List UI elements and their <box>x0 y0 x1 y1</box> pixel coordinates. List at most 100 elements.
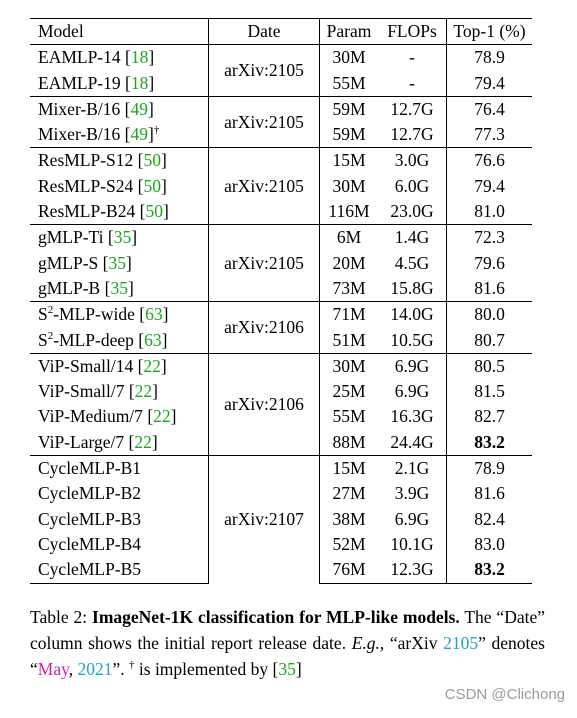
flops-cell: 12.7G <box>378 122 447 148</box>
model-name: CycleMLP-B3 <box>38 508 142 529</box>
citation-link[interactable]: 18 <box>130 72 149 93</box>
citation-link[interactable]: 49 <box>130 124 148 145</box>
citation-bracket: ] <box>148 47 155 68</box>
citation-link[interactable]: 63 <box>145 304 163 325</box>
table-row: ViP-Large/7 [22] 88M 24.4G 83.2 <box>30 429 532 456</box>
param-cell: 51M <box>332 329 366 350</box>
table-row: CycleMLP-B2 27M 3.9G 81.6 <box>30 481 532 507</box>
param-cell: 55M <box>332 406 366 427</box>
citation-bracket: [ <box>102 252 109 273</box>
citation-link[interactable]: 35 <box>108 252 127 273</box>
flops-cell: 14.0G <box>378 301 447 328</box>
model-cell: ViP-Small/7 [22] <box>30 379 209 405</box>
table-row: ResMLP-S12 [50] arXiv:2105 15M 3.0G 76.6 <box>30 147 532 225</box>
citation-bracket: ] <box>147 98 154 119</box>
model-cell: EAMLP-14 [18] <box>30 44 209 71</box>
model-cell: gMLP-Ti [35] <box>30 224 209 251</box>
model-name: ResMLP-S12 <box>38 150 134 171</box>
model-cell: ViP-Large/7 [22] <box>30 429 209 456</box>
citation-link[interactable]: 50 <box>143 150 162 171</box>
caption-text: , “arXiv <box>379 633 444 653</box>
caption-dagger: † <box>129 659 135 672</box>
citation-bracket: ] <box>147 124 154 145</box>
table-row: CycleMLP-B3 38M 6.9G 82.4 <box>30 506 532 532</box>
citation-link[interactable]: 22 <box>134 431 152 452</box>
model-cell: CycleMLP-B3 <box>30 506 209 532</box>
citation-link[interactable]: 22 <box>134 381 153 402</box>
top1-cell: 82.7 <box>474 406 505 427</box>
top1-cell: 79.4 <box>474 72 505 93</box>
flops-cell: 6.9G <box>378 506 447 532</box>
param-cell: 71M <box>319 301 378 328</box>
citation-link[interactable]: 22 <box>153 406 171 427</box>
table-row: EAMLP-14 [18] arXiv:2105 30M -78.9 <box>30 44 532 97</box>
citation-link[interactable]: 18 <box>130 47 149 68</box>
citation-bracket: ] <box>161 329 168 350</box>
table-row: ResMLP-S24 [50] 30M 6.0G 79.4 <box>30 173 532 200</box>
citation-link[interactable]: 50 <box>143 175 162 196</box>
date-cell: arXiv:2105 <box>208 147 320 225</box>
param-cell: 59M <box>332 124 366 145</box>
model-name: CycleMLP-B2 <box>38 483 142 504</box>
citation-link[interactable]: 63 <box>144 329 162 350</box>
citation-bracket: ] <box>161 175 167 196</box>
model-name: Mixer-B/16 <box>38 98 121 119</box>
table-row: ViP-Medium/7 [22] 55M 16.3G 82.7 <box>30 404 532 430</box>
table-row: CycleMLP-B4 52M 10.1G 83.0 <box>30 531 532 558</box>
param-cell: 52M <box>332 533 366 554</box>
table-row: S2-MLP-deep [63] 51M 10.5G 80.7 <box>30 327 532 354</box>
citation-bracket: ] <box>127 277 134 298</box>
flops-cell: 4.5G <box>378 250 447 276</box>
model-name-rest: -MLP-deep <box>53 329 134 350</box>
param-cell: 27M <box>332 483 366 504</box>
flops-cell: 1.4G <box>378 224 447 251</box>
top1-cell: 81.0 <box>474 201 505 222</box>
header-row: Model Date Param FLOPs Top-1 (%) <box>30 17 532 46</box>
citation-bracket: ] <box>148 72 155 93</box>
citation-link[interactable]: 35 <box>110 277 128 298</box>
caption-text: The “Date” column shows the initial repo… <box>30 607 545 653</box>
caption-citation-link[interactable]: 35 <box>278 659 296 679</box>
citation-bracket: ] <box>162 201 169 222</box>
watermark: CSDN @Clichong <box>444 686 565 703</box>
citation-link[interactable]: 49 <box>130 98 148 119</box>
date-cell: arXiv:2105 <box>208 95 320 148</box>
citation-bracket: ] <box>152 381 158 402</box>
param-cell: 116M <box>328 201 370 222</box>
model-name: gMLP-Ti <box>38 227 104 248</box>
date-cell: arXiv:2106 <box>208 352 320 456</box>
citation-link[interactable]: 35 <box>113 227 132 248</box>
flops-cell: 6.0G <box>378 173 447 200</box>
top1-cell: 76.4 <box>446 95 532 123</box>
table-row: gMLP-Ti [35] arXiv:2105 6M 1.4G 72.3 <box>30 224 532 302</box>
table-row: ViP-Small/7 [22] 25M 6.9G 81.5 <box>30 379 532 405</box>
model-name: Mixer-B/16 <box>38 124 121 145</box>
citation-link[interactable]: 50 <box>145 201 163 222</box>
flops-cell: - <box>378 44 447 71</box>
caption-month: May <box>37 659 69 679</box>
model-cell: CycleMLP-B2 <box>30 481 209 507</box>
citation-bracket: ] <box>151 431 158 452</box>
citation-bracket: [ <box>139 201 146 222</box>
top1-cell: 80.7 <box>474 329 505 350</box>
param-cell: 15M <box>319 147 378 174</box>
param-cell: 25M <box>332 381 366 402</box>
header-top1: Top-1 (%) <box>446 17 532 46</box>
citation-link[interactable]: 22 <box>143 355 161 376</box>
caption-text: ” denotes “ <box>30 633 545 679</box>
date-cell: arXiv:2107 <box>208 455 320 584</box>
top1-cell: 80.5 <box>446 352 532 380</box>
top1-cell: 78.9 <box>474 47 505 68</box>
model-name: S <box>38 329 48 350</box>
model-name: gMLP-B <box>38 277 101 298</box>
top1-cell: 83.0 <box>474 533 505 554</box>
citation-bracket: [ <box>137 150 144 171</box>
model-cell: CycleMLP-B5 <box>30 557 209 584</box>
flops-cell: 24.4G <box>378 429 447 456</box>
citation-bracket: [ <box>107 227 114 248</box>
date-cell: arXiv:2105 <box>208 224 320 302</box>
model-name: ResMLP-S24 <box>38 175 134 196</box>
model-cell: gMLP-S [35] <box>30 250 209 276</box>
caption-year: 2021 <box>77 659 113 679</box>
model-cell: Mixer-B/16 [49] <box>30 95 209 123</box>
